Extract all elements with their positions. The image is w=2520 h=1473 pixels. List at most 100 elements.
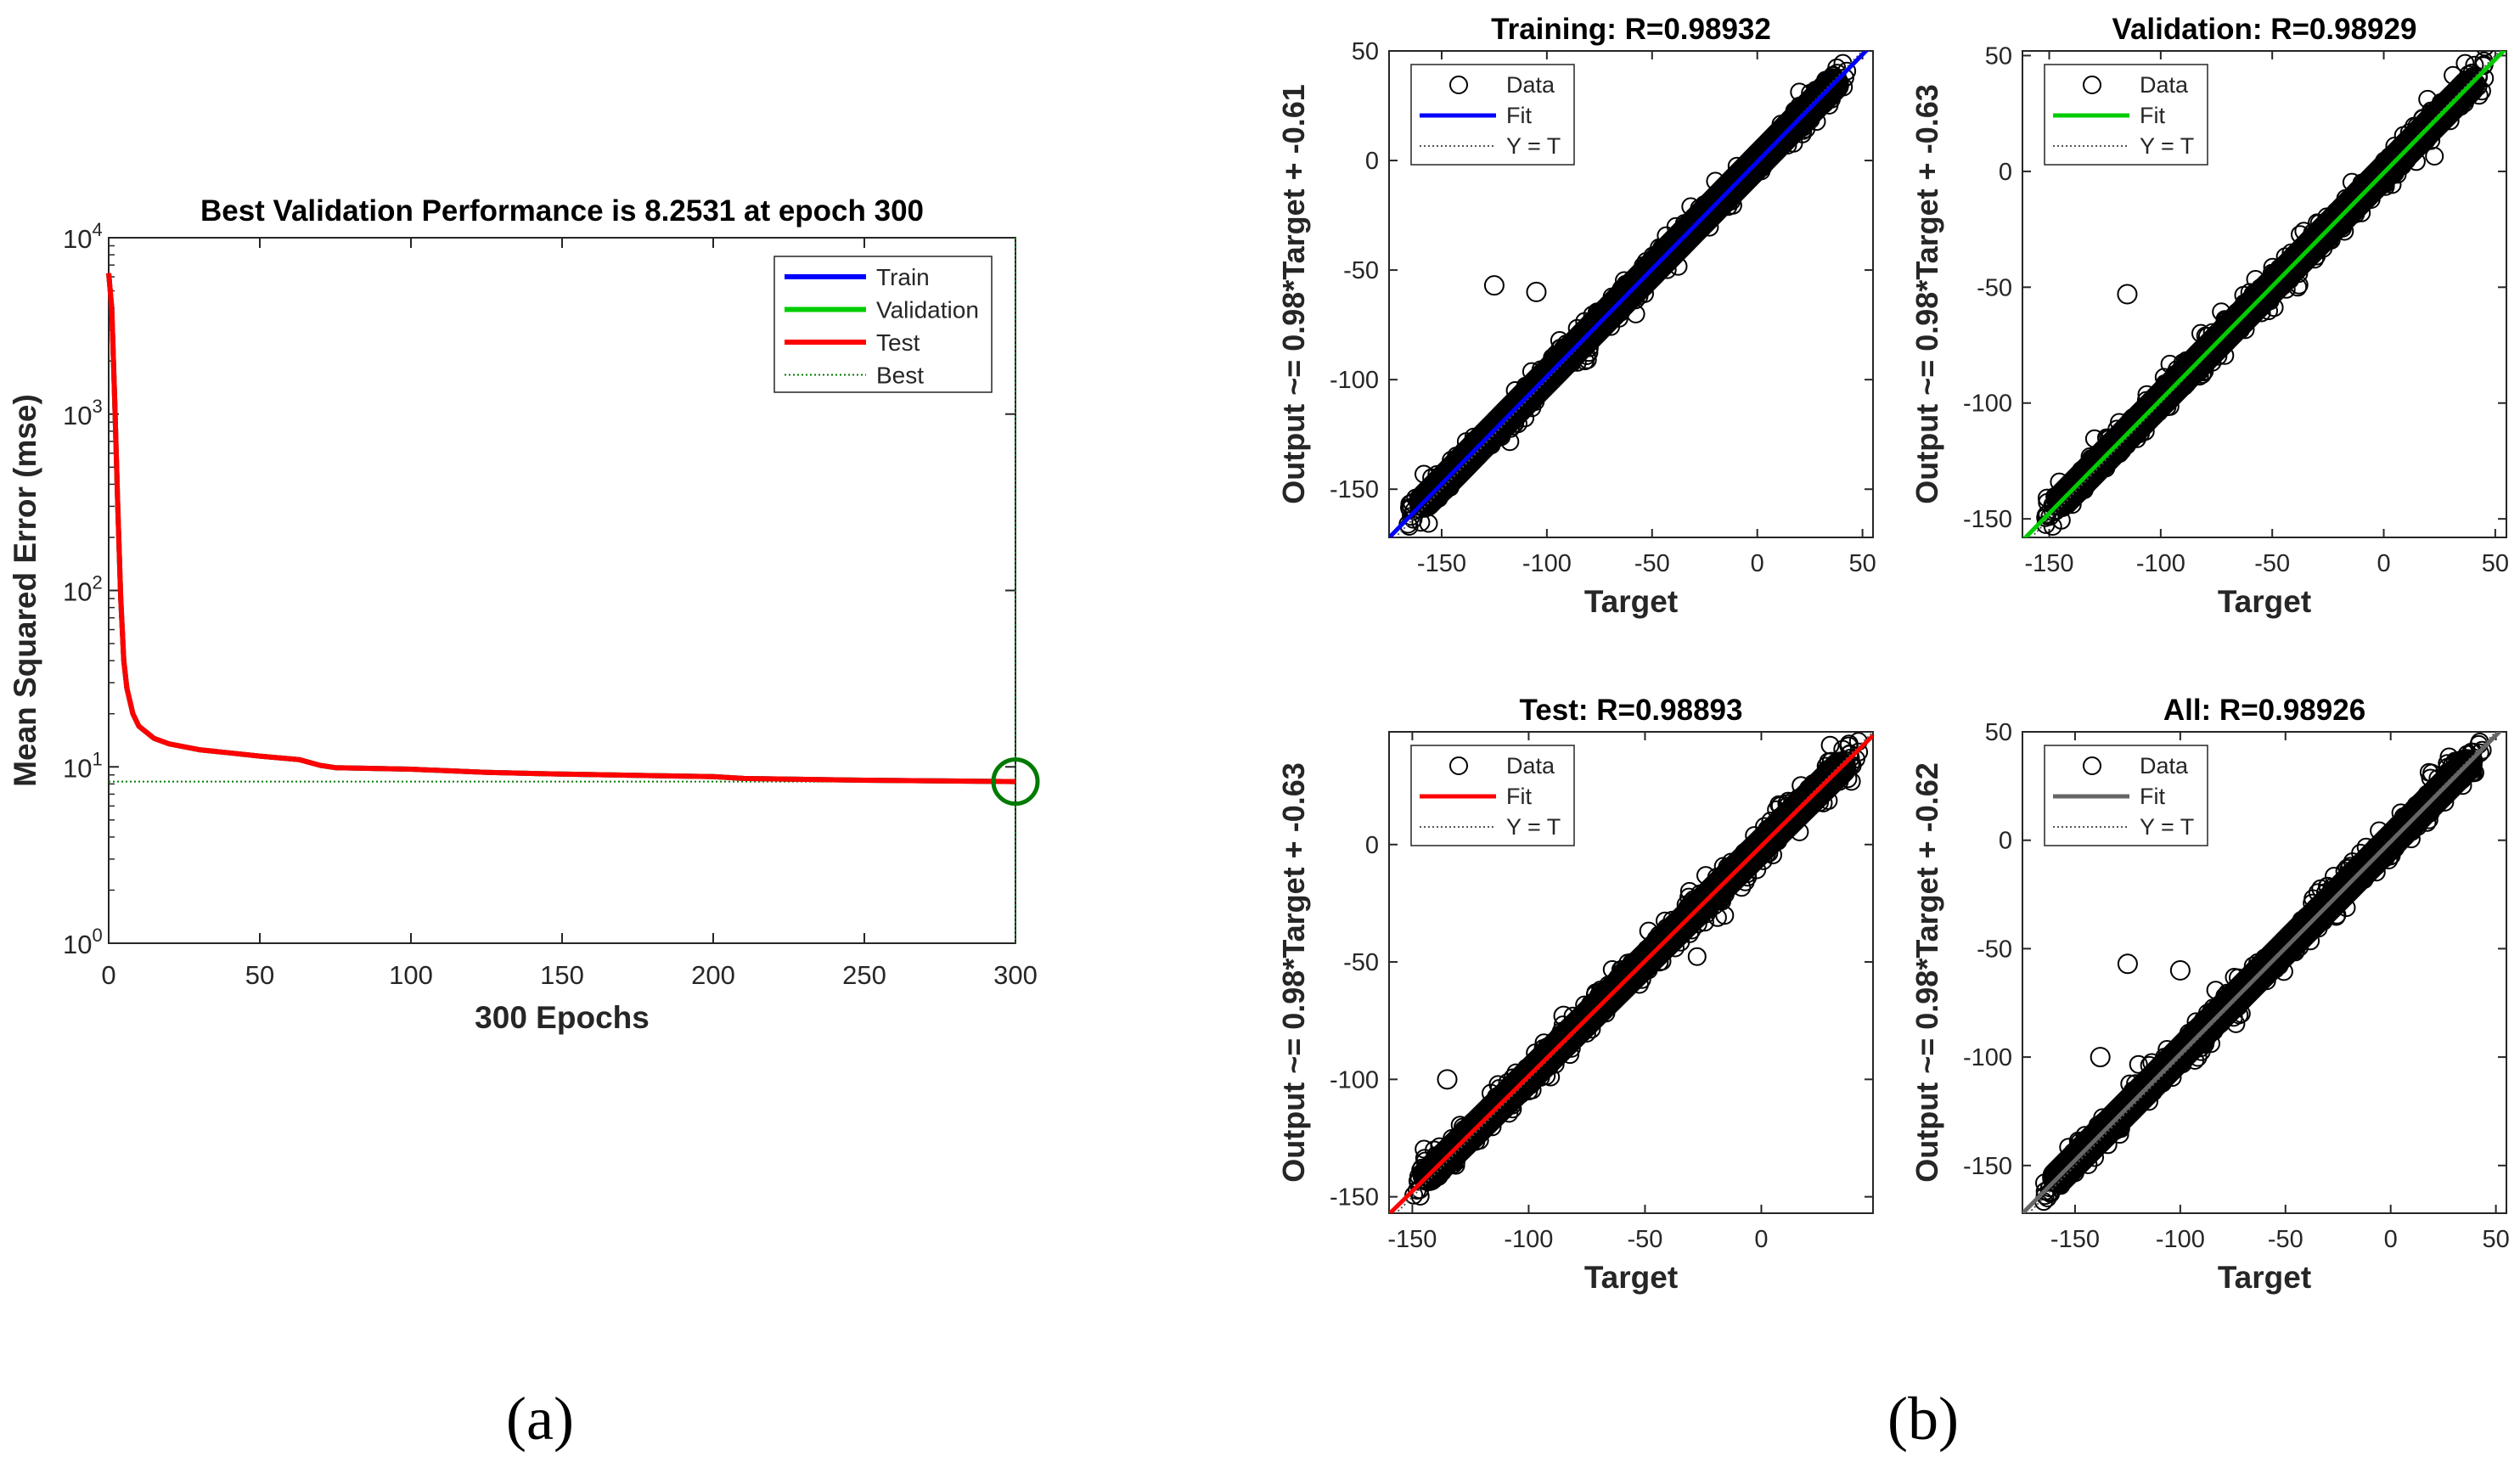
legend-label-data: Data bbox=[1506, 753, 1555, 779]
panel-label-b: (b) bbox=[1887, 1385, 1959, 1453]
y-tick-label: -50 bbox=[1343, 257, 1379, 284]
x-tick-label: -150 bbox=[2050, 1226, 2100, 1253]
x-axis-label: Target bbox=[2218, 584, 2311, 619]
outlier-point bbox=[1437, 1069, 1458, 1090]
performance-x-tick-label: 100 bbox=[389, 960, 433, 990]
x-tick-label: -150 bbox=[2024, 550, 2073, 577]
data-point bbox=[1687, 947, 1707, 966]
outlier-point bbox=[1526, 281, 1547, 302]
performance-y-tick-label: 101 bbox=[63, 748, 103, 783]
x-tick-label: -150 bbox=[1417, 550, 1466, 577]
chart-title: Validation: R=0.98929 bbox=[2112, 13, 2417, 46]
data-point bbox=[1839, 734, 1859, 754]
performance-title: Best Validation Performance is 8.2531 at… bbox=[200, 194, 924, 228]
y-tick-label: -150 bbox=[1330, 1184, 1379, 1212]
x-tick-label: -100 bbox=[1522, 550, 1572, 577]
x-tick-label: -100 bbox=[2136, 550, 2185, 577]
outlier-point bbox=[2117, 953, 2138, 975]
x-tick-label: 50 bbox=[2482, 550, 2509, 577]
regression-chart-test: -150 -100 -50 0 -150 -100 -50 0 Data Fit Y = T Test… bbox=[1276, 694, 1874, 1295]
performance-chart: 0 50 100 150 200 250 300 100 101 102 103 104 Best Va… bbox=[8, 194, 1040, 1035]
regression-chart-validation: -150 -100 -50 0 50 -150 -100 -50 0 50 Data Fit Y = T… bbox=[1910, 13, 2509, 619]
regression-chart-all: -150 -100 -50 0 50 -150 -100 -50 0 50 Data Fit Y = T… bbox=[1910, 694, 2510, 1295]
performance-x-tick-label: 50 bbox=[245, 960, 274, 990]
panel-label-a: (a) bbox=[506, 1385, 574, 1453]
legend-label-data: Data bbox=[1506, 72, 1555, 98]
y-tick-label: 0 bbox=[1365, 832, 1379, 859]
legend-label-fit: Fit bbox=[1506, 784, 1532, 809]
y-tick-label: 50 bbox=[1985, 719, 2012, 746]
performance-x-label: 300 Epochs bbox=[475, 1000, 650, 1035]
y-tick-label: -100 bbox=[1963, 1044, 2012, 1071]
legend-label-identity: Y = T bbox=[1506, 814, 1561, 840]
outlier-point bbox=[1483, 275, 1505, 296]
y-tick-label: -50 bbox=[1977, 274, 2012, 301]
x-tick-label: -150 bbox=[1387, 1226, 1437, 1253]
y-tick-label: 0 bbox=[1365, 148, 1379, 175]
legend-label-data: Data bbox=[2140, 72, 2189, 98]
identity-line bbox=[2028, 732, 2498, 1213]
legend-label-fit: Fit bbox=[2140, 103, 2165, 128]
fit-line bbox=[2022, 51, 2506, 537]
scatter-points-training bbox=[1389, 51, 1870, 537]
outlier-point bbox=[2239, 305, 2260, 326]
x-tick-label: 0 bbox=[2377, 550, 2390, 577]
legend-label-train: Train bbox=[876, 264, 930, 290]
x-tick-label: 50 bbox=[1848, 550, 1876, 577]
data-point bbox=[2129, 1054, 2148, 1074]
performance-y-tick-label: 102 bbox=[63, 572, 103, 607]
y-tick-label: 0 bbox=[1999, 828, 2012, 855]
legend-label-data: Data bbox=[2140, 753, 2189, 779]
legend-label-test: Test bbox=[876, 329, 920, 356]
best-marker bbox=[991, 757, 1040, 807]
regression-chart-training: -150 -100 -50 0 50 -150 -100 -50 0 50 Data Fit Y = T… bbox=[1276, 13, 1876, 619]
y-tick-label: -150 bbox=[1330, 476, 1379, 503]
fit-line bbox=[1389, 734, 1873, 1213]
chart-title: Training: R=0.98932 bbox=[1491, 13, 1771, 46]
performance-x-tick-label: 250 bbox=[842, 960, 886, 990]
y-tick-label: -100 bbox=[1330, 367, 1379, 394]
performance-y-tick-label: 104 bbox=[63, 219, 103, 254]
y-tick-label: 50 bbox=[1985, 42, 2012, 70]
y-tick-label: 50 bbox=[1352, 38, 1379, 65]
outlier-point bbox=[2169, 959, 2191, 981]
x-tick-label: 0 bbox=[1754, 1226, 1768, 1253]
x-axis-label: Target bbox=[1584, 1260, 1678, 1295]
charts-layer: 0 50 100 150 200 250 300 100 101 102 103 104 Best Va… bbox=[8, 13, 2510, 1295]
chart-title: Test: R=0.98893 bbox=[1520, 694, 1743, 727]
legend-label-identity: Y = T bbox=[1506, 133, 1561, 159]
legend-label-identity: Y = T bbox=[2140, 133, 2194, 159]
x-tick-label: 50 bbox=[2482, 1226, 2509, 1253]
x-tick-label: -50 bbox=[1634, 550, 1670, 577]
outlier-point bbox=[2090, 1047, 2111, 1068]
legend-label-validation: Validation bbox=[876, 297, 979, 323]
x-tick-label: -50 bbox=[2268, 1226, 2303, 1253]
x-tick-label: -100 bbox=[2156, 1226, 2205, 1253]
x-tick-label: -50 bbox=[1627, 1226, 1662, 1253]
data-point bbox=[1715, 906, 1735, 925]
legend-label-fit: Fit bbox=[2140, 784, 2165, 809]
y-tick-label: -100 bbox=[1330, 1066, 1379, 1094]
legend-swatch-data bbox=[1449, 76, 1468, 94]
x-tick-label: 0 bbox=[2384, 1226, 2398, 1253]
legend-swatch-data bbox=[2083, 76, 2101, 94]
outlier-point bbox=[2117, 284, 2138, 305]
chart-title: All: R=0.98926 bbox=[2163, 694, 2365, 727]
legend-label-fit: Fit bbox=[1506, 103, 1532, 128]
performance-y-tick-label: 100 bbox=[63, 925, 103, 959]
performance-x-tick-label: 0 bbox=[101, 960, 115, 990]
legend-swatch-data bbox=[2083, 756, 2101, 775]
y-axis-label: Output ~= 0.98*Target + -0.63 bbox=[1910, 84, 1944, 504]
y-tick-label: -50 bbox=[1343, 949, 1379, 976]
y-tick-label: -50 bbox=[1977, 936, 2012, 963]
x-axis-label: Target bbox=[1584, 584, 1678, 619]
scatter-points-test bbox=[1389, 732, 1873, 1213]
scatter-points-validation bbox=[2022, 51, 2506, 537]
x-axis-label: Target bbox=[2218, 1260, 2311, 1295]
y-axis-label: Output ~= 0.98*Target + -0.63 bbox=[1276, 762, 1311, 1183]
scatter-points-all bbox=[2022, 732, 2503, 1213]
fit-line bbox=[1389, 51, 1870, 537]
y-tick-label: -100 bbox=[1963, 391, 2012, 418]
performance-y-tick-label: 103 bbox=[63, 396, 103, 430]
